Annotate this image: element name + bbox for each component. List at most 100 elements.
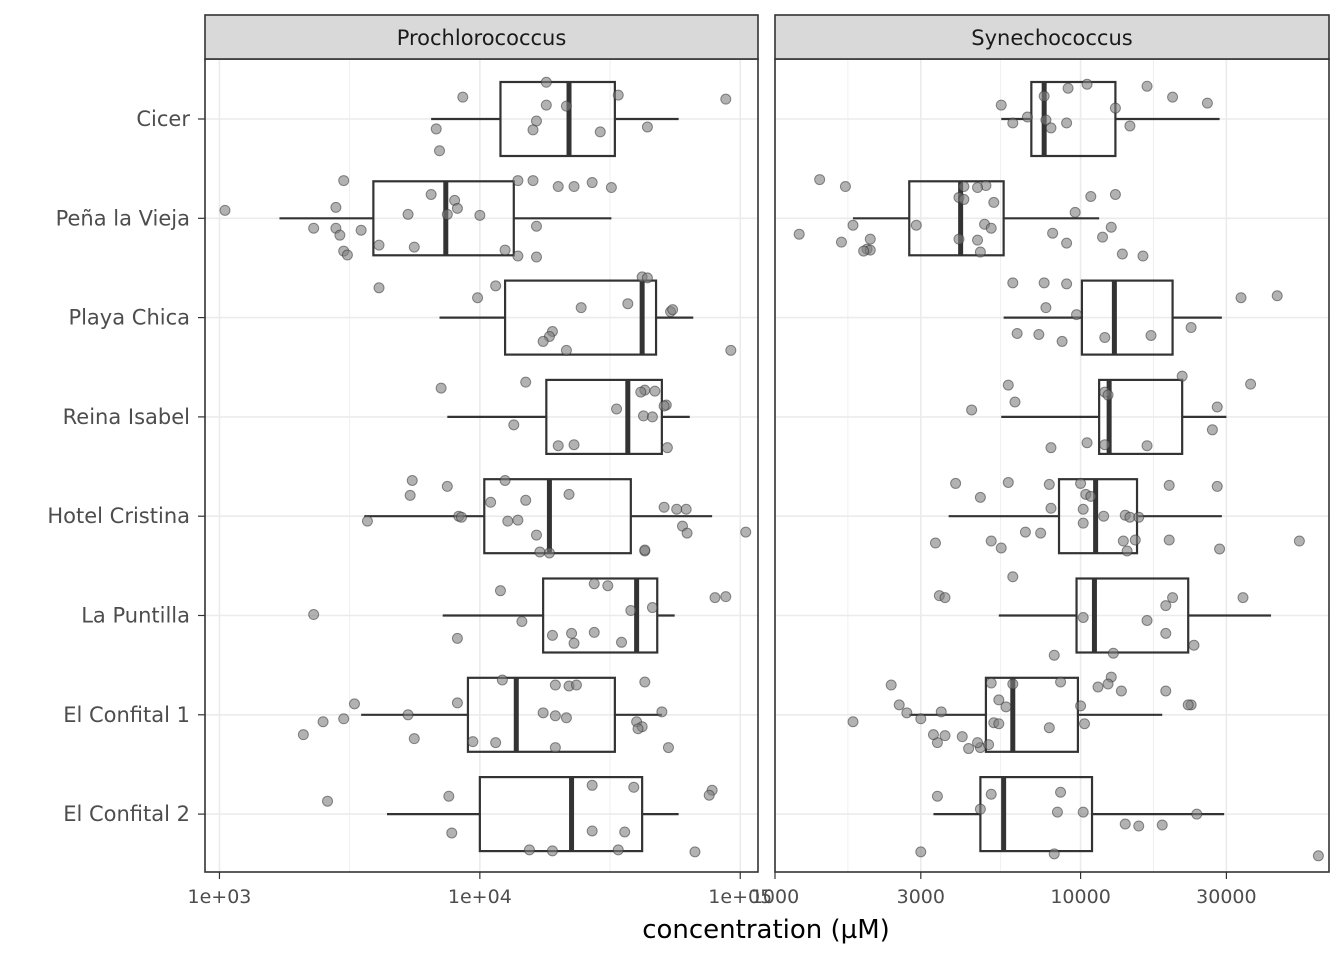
x-tick-label: 1e+05 [708,886,772,908]
data-point [839,181,851,193]
data-point [512,250,524,262]
box-iqr [984,676,1080,753]
data-point [985,788,997,800]
data-point [546,845,558,857]
data-point [1160,685,1172,697]
facet-strip-label: Synechococcus [971,26,1132,50]
data-point [552,181,564,193]
data-point [586,779,598,791]
data-point [1235,292,1247,304]
data-point [1163,479,1175,491]
data-point [689,846,701,858]
data-point [1271,290,1283,302]
data-point [543,547,555,559]
data-point [632,723,644,735]
data-point [523,844,535,856]
data-point [455,511,467,523]
data-point [1048,848,1060,860]
data-point [1167,592,1179,604]
data-point [537,707,549,719]
data-point [1007,571,1019,583]
data-point [1237,592,1249,604]
data-point [1133,511,1145,523]
data-point [451,697,463,709]
data-point [1002,379,1014,391]
data-point [308,609,320,621]
data-point [1000,701,1012,713]
data-point [588,578,600,590]
data-point [406,474,418,486]
data-point [901,707,913,719]
facet-strip [774,14,1330,60]
data-point [1121,545,1133,557]
data-point [619,826,631,838]
data-point [910,219,922,231]
data-point [1055,676,1067,688]
data-point [1040,114,1052,126]
data-point [793,228,805,240]
data-point [373,239,385,251]
data-point [1214,543,1226,555]
data-point [1069,206,1081,218]
data-point [974,803,986,815]
data-point [1117,535,1129,547]
data-point [1075,700,1087,712]
data-point [641,121,653,133]
box-iqr [1080,279,1174,356]
data-point [560,712,572,724]
data-point [927,729,939,741]
data-point [586,825,598,837]
data-point [885,679,897,691]
data-point [1176,370,1188,382]
data-point [1133,820,1145,832]
box-la-puntilla [442,577,675,654]
data-point [1007,277,1019,289]
data-point [628,781,640,793]
box-el-confital-1 [361,676,662,753]
data-point [625,605,637,617]
y-tick-label-playa-chica: Playa Chica [68,306,190,330]
box-hotel-cristina [948,478,1222,555]
data-point [527,124,539,136]
data-point [1107,647,1119,659]
data-point [935,706,947,718]
data-point [361,515,373,527]
data-point [490,280,502,292]
data-point [1185,322,1197,334]
data-point [1160,627,1172,639]
data-point [451,202,463,214]
data-point [441,480,453,492]
data-point [408,733,420,745]
data-point [1141,614,1153,626]
data-point [1156,819,1168,831]
data-point [639,676,651,688]
box-reina-isabel [447,378,690,455]
data-point [1141,80,1153,92]
box-iqr [483,478,632,555]
box-playa-chica [439,279,694,356]
data-point [635,386,647,398]
data-point [404,489,416,501]
y-tick-label-la-puntilla: La Puntilla [81,604,190,628]
data-point [1081,437,1093,449]
data-point [341,249,353,261]
y-tick-label-cicer: Cicer [136,107,190,131]
data-point [552,440,564,452]
box-playa-chica [1003,279,1222,356]
data-point [658,400,670,412]
data-point [490,737,502,749]
data-point [485,496,497,508]
data-point [586,177,598,189]
data-point [931,790,943,802]
data-point [408,241,420,253]
data-point [1038,277,1050,289]
data-point [520,376,532,388]
data-point [985,677,997,689]
data-point [974,246,986,258]
data-point [530,251,542,263]
x-axis-title: concentration (µM) [642,915,890,945]
data-point [1085,190,1097,202]
box-iqr [1098,378,1184,455]
data-point [402,709,414,721]
